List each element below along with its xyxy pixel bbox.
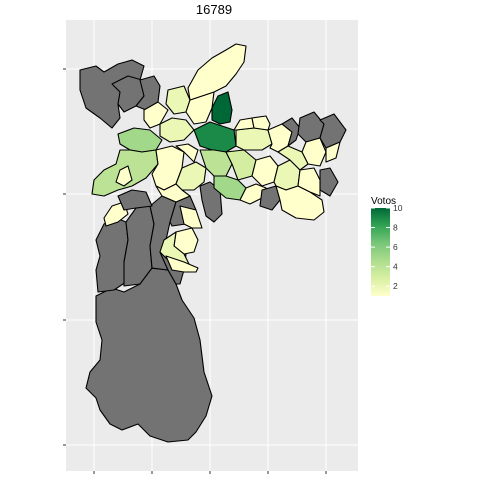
district-no-data (199, 181, 223, 223)
legend-ticks: 2 4 6 8 10 (371, 203, 403, 291)
legend-tick-label: 10 (393, 203, 403, 213)
legend-colorbar (371, 208, 390, 296)
map-title: 16789 (196, 2, 232, 17)
axis-ticks (63, 68, 327, 474)
legend: Votos 2 4 6 8 10 (371, 196, 403, 296)
district-no-data (281, 117, 301, 147)
district-with-votes (179, 205, 203, 229)
district-regions (79, 43, 347, 443)
district-with-votes (277, 145, 309, 171)
district-no-data (117, 189, 153, 211)
district-with-votes (325, 141, 341, 163)
district-with-votes (239, 183, 267, 205)
district-with-votes (187, 43, 247, 101)
district-with-votes (199, 149, 233, 177)
district-no-data (259, 185, 281, 211)
district-with-votes (165, 255, 199, 273)
district-with-votes (275, 185, 325, 221)
legend-tick-label: 8 (393, 223, 398, 233)
district-with-votes (235, 127, 273, 151)
district-with-votes (297, 167, 321, 197)
district-with-votes (175, 143, 199, 163)
legend-tick-label: 4 (393, 262, 398, 272)
district-with-votes (159, 117, 195, 143)
legend-tick-label: 2 (393, 281, 398, 291)
district-with-votes (115, 165, 133, 187)
legend-tick-label: 6 (393, 242, 398, 252)
district-with-votes (155, 183, 191, 203)
legend-title: Votos (371, 196, 396, 207)
district-with-votes (251, 115, 271, 131)
district-with-votes (211, 91, 233, 125)
